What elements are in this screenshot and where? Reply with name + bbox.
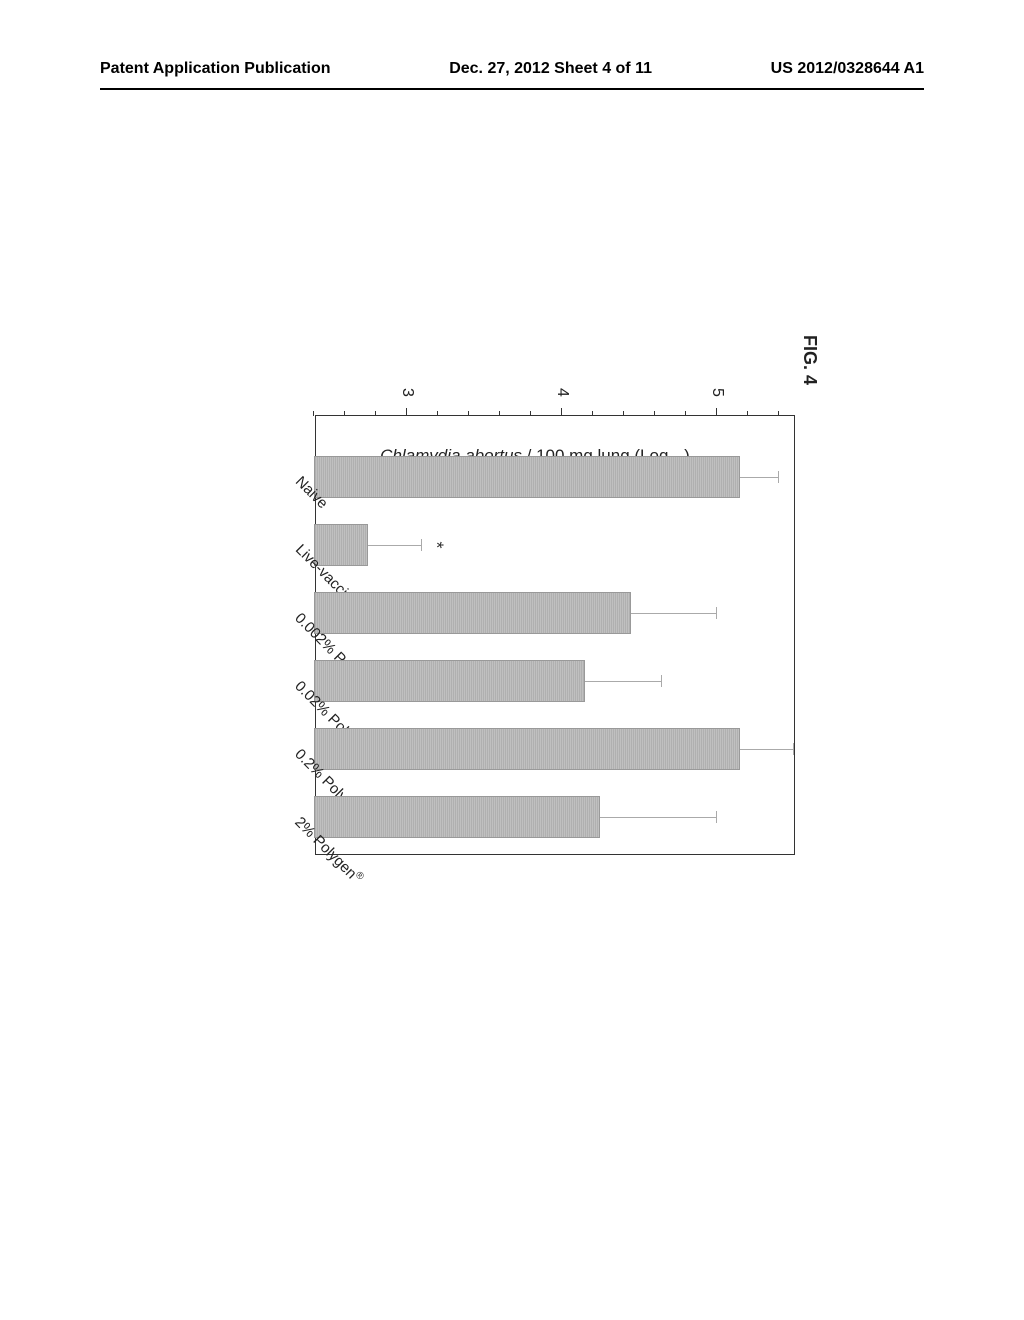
y-tick-label: 4 (553, 388, 571, 397)
error-cap (421, 539, 422, 551)
header-rule (100, 88, 924, 90)
error-bar (368, 545, 422, 546)
y-tick-minor (530, 411, 531, 416)
error-bar (600, 817, 716, 818)
error-bar (631, 613, 716, 614)
bar (314, 796, 600, 838)
y-tick-minor (313, 411, 314, 416)
significance-star: * (426, 541, 447, 548)
y-tick-minor (685, 411, 686, 416)
error-bar (740, 477, 779, 478)
header-left: Patent Application Publication (100, 60, 331, 78)
error-cap (778, 471, 779, 483)
header-center: Dec. 27, 2012 Sheet 4 of 11 (449, 60, 652, 78)
y-tick-label: 3 (398, 388, 416, 397)
figure-4-chart: FIG. 4 Chlamydia abortus / 100 mg lung (… (255, 385, 815, 875)
y-tick-label: 5 (708, 388, 726, 397)
y-tick-minor (623, 411, 624, 416)
y-tick-minor (375, 411, 376, 416)
error-bar (585, 681, 662, 682)
error-cap (793, 743, 794, 755)
y-tick-minor (437, 411, 438, 416)
error-cap (716, 607, 717, 619)
figure-label: FIG. 4 (799, 335, 820, 385)
bar (314, 660, 585, 702)
y-tick-major (716, 408, 717, 416)
y-tick-minor (778, 411, 779, 416)
bar (314, 728, 740, 770)
chart-plot-area: 345Naive*Live-vaccine0.002% Polygen®0.02… (315, 415, 795, 855)
y-tick-minor (468, 411, 469, 416)
y-tick-minor (344, 411, 345, 416)
y-tick-minor (747, 411, 748, 416)
error-cap (661, 675, 662, 687)
y-tick-major (406, 408, 407, 416)
header-right: US 2012/0328644 A1 (771, 60, 924, 78)
bar (314, 592, 631, 634)
y-tick-major (561, 408, 562, 416)
error-cap (716, 811, 717, 823)
page-header: Patent Application Publication Dec. 27, … (0, 60, 1024, 78)
error-bar (740, 749, 794, 750)
bar (314, 456, 740, 498)
y-tick-minor (654, 411, 655, 416)
y-tick-minor (592, 411, 593, 416)
y-tick-minor (499, 411, 500, 416)
